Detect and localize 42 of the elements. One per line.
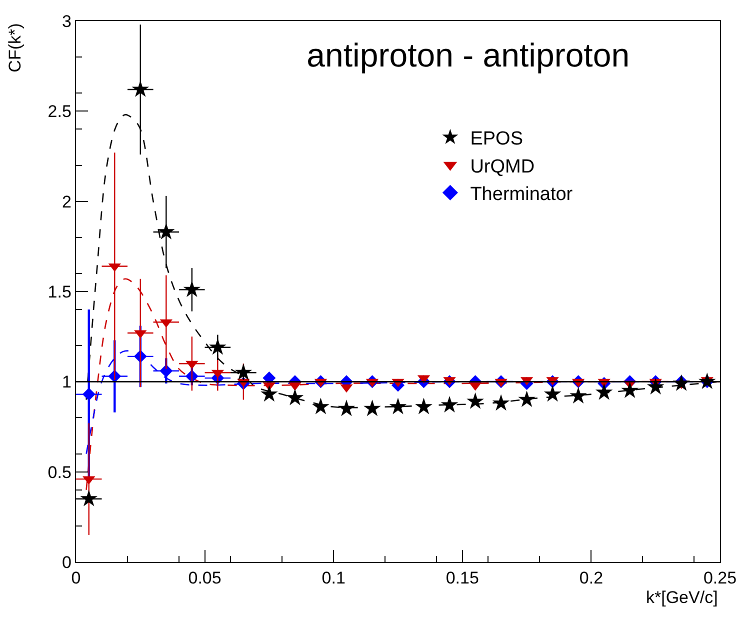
point — [570, 386, 587, 404]
y-tick-label: 1 — [62, 372, 72, 392]
x-axis-title: k*[GeV/c] — [646, 588, 718, 607]
point — [82, 388, 96, 401]
x-tick-label: 0.1 — [322, 568, 346, 588]
point — [158, 222, 175, 240]
y-tick-label: 2.5 — [48, 102, 72, 122]
y-tick-label: 1.5 — [48, 282, 72, 302]
text: antiproton - antiproton — [306, 36, 630, 74]
point — [621, 382, 638, 398]
point — [338, 400, 356, 416]
point — [646, 378, 664, 394]
y-tick-label: 0.5 — [48, 462, 72, 482]
point — [234, 364, 252, 380]
legend-label: UrQMD — [470, 156, 535, 178]
x-tick-label: 0.05 — [188, 568, 222, 588]
y-axis-title: CF(k*) — [5, 23, 24, 72]
point — [260, 385, 278, 402]
point — [389, 398, 407, 414]
point — [415, 398, 432, 414]
point — [364, 400, 381, 416]
point — [183, 280, 201, 298]
point — [595, 383, 613, 400]
legend-label: EPOS — [470, 128, 524, 150]
y-tick-label: 0 — [62, 552, 72, 572]
x-tick-label: 0.2 — [579, 568, 604, 588]
y-tick-label: 3 — [62, 12, 72, 31]
point — [160, 364, 173, 378]
y-tick-label: 2 — [62, 192, 72, 212]
legend-label: Therminator — [470, 184, 574, 206]
point — [286, 388, 304, 406]
point — [132, 80, 150, 97]
point — [80, 490, 98, 506]
point — [440, 396, 458, 412]
x-tick-label: 0.25 — [703, 568, 737, 588]
point — [466, 392, 484, 409]
point — [518, 390, 536, 408]
x-tick-label: 0.15 — [446, 568, 479, 588]
point — [492, 394, 510, 411]
point — [209, 338, 226, 355]
point — [312, 398, 330, 414]
point — [544, 385, 562, 402]
